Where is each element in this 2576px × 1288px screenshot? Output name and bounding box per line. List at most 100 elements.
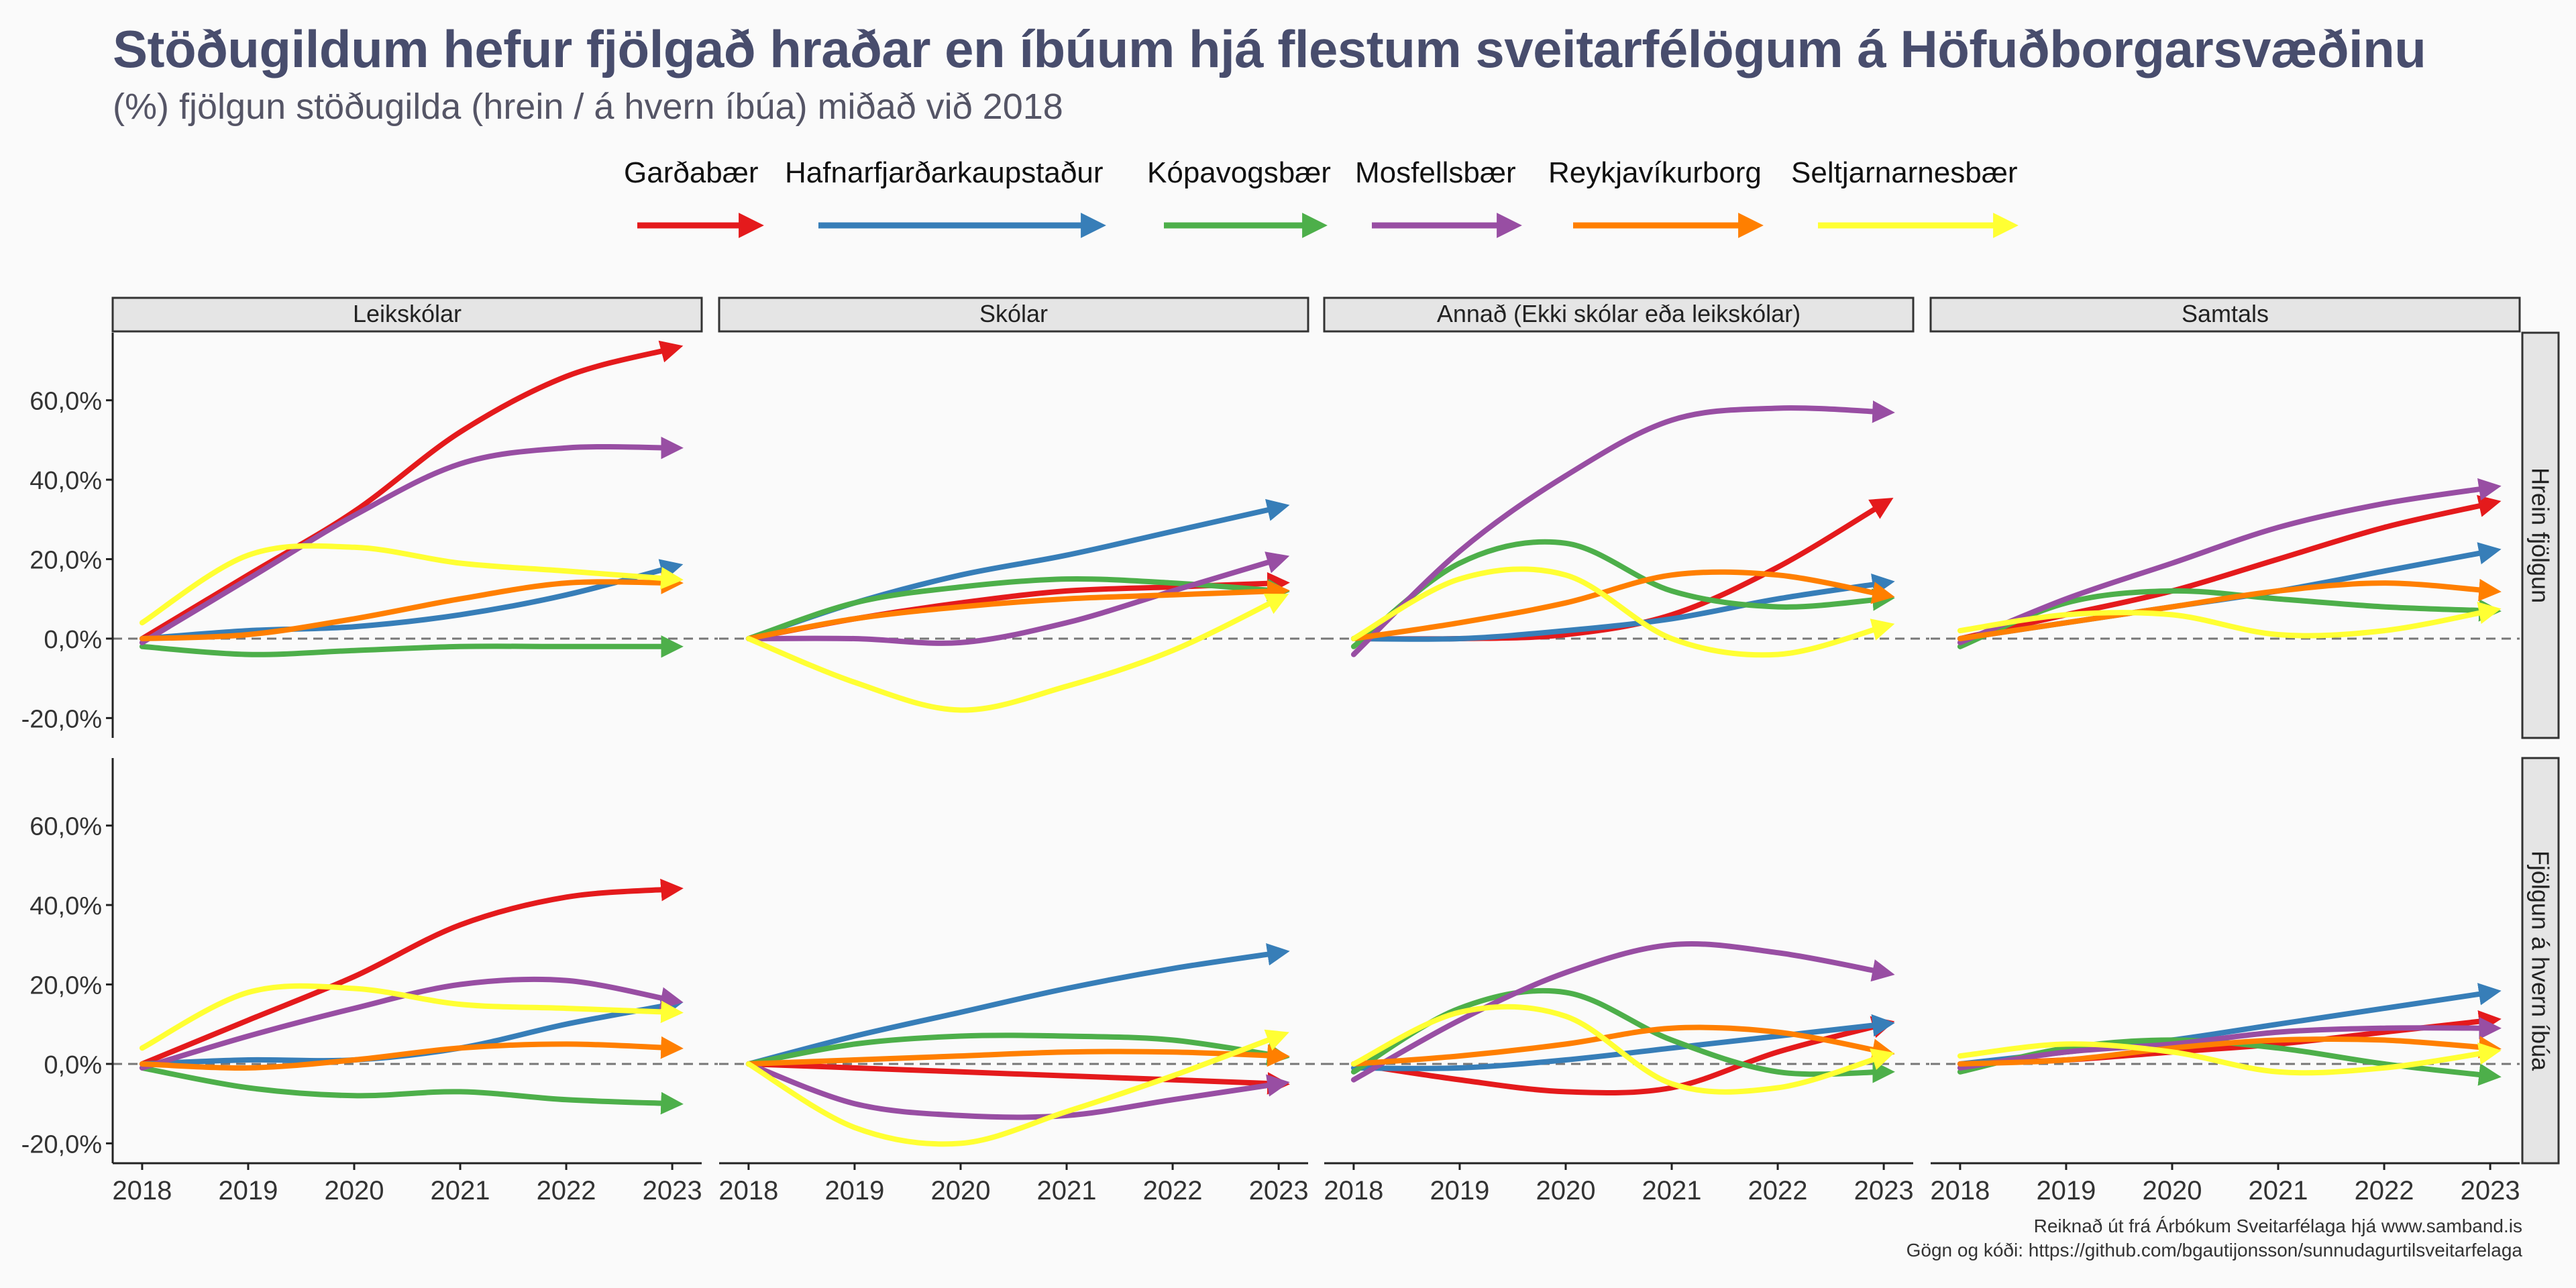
- series-line-hafnarfjardarkaupstadur: [745, 498, 1290, 641]
- series-line-reykjavikurborg: [1350, 569, 1895, 641]
- row-strip-fjolgun-a-hvern-ibua: [2521, 757, 2560, 1165]
- x-tick-label: 2022: [1748, 1176, 1808, 1205]
- x-tick-label: 2018: [718, 1176, 778, 1205]
- x-tick-label: 2019: [2036, 1176, 2096, 1205]
- strip-annad-ekki-skolar-eda-leikskolar: [1323, 297, 1915, 333]
- legend-label-seltjarnarnesbaer: Seltjarnarnesbær: [1791, 156, 2018, 189]
- series-line-hafnarfjardarkaupstadur: [745, 943, 1290, 1067]
- y-tick-label: 20,0%: [30, 547, 102, 575]
- series-line-seltjarnarnesbaer: [1957, 1041, 2502, 1076]
- x-tick-label: 2020: [1536, 1176, 1595, 1205]
- y-tick-label: 40,0%: [30, 892, 102, 920]
- strip-label-samtals: Samtals: [2182, 300, 2269, 327]
- y-tick-label: -20,0%: [21, 1130, 102, 1159]
- series-line-gardabaer: [1350, 1016, 1895, 1096]
- x-tick-label: 2018: [1930, 1176, 1990, 1205]
- strip-leikskolar: [111, 297, 703, 333]
- y-tick-label: -20,0%: [21, 705, 102, 733]
- x-tick-label: 2021: [1037, 1176, 1097, 1205]
- series-line-reykjavikurborg: [139, 1036, 684, 1071]
- series-line-seltjarnarnesbaer: [1957, 602, 2502, 639]
- series-line-reykjavikurborg: [745, 580, 1290, 641]
- legend-label-hafnarfjardarkaupstadur: Hafnarfjarðarkaupstaður: [785, 156, 1103, 189]
- row-strip-label-hrein-fjolgun: Hrein fjölgun: [2527, 468, 2555, 603]
- legend-label-mosfellsbaer: Mosfellsbær: [1355, 156, 1516, 189]
- series-line-kopavogsbaer: [745, 1032, 1290, 1067]
- y-tick-label: 60,0%: [30, 388, 102, 416]
- series-line-mosfellsbaer: [1957, 478, 2502, 645]
- series-line-gardabaer: [139, 878, 684, 1067]
- panel-fjolgun-a-hvern-ibua-samtals: [1931, 983, 2520, 1086]
- series-line-hafnarfjardarkaupstadur: [1350, 573, 1895, 642]
- row-strip-label-fjolgun-a-hvern-ibua: Fjölgun á hvern íbúa: [2527, 851, 2555, 1071]
- facet-strips: Leikskólar Skólar Annað (Ekki skólar eða l…: [111, 297, 2560, 1165]
- x-tick-label: 2020: [324, 1176, 384, 1205]
- series-line-mosfellsbaer: [139, 436, 684, 645]
- series-line-kopavogsbaer: [745, 576, 1290, 641]
- y-tick-label: 40,0%: [30, 467, 102, 495]
- series-line-gardabaer: [1350, 497, 1894, 642]
- panel-fjolgun-a-hvern-ibua-annad-ekki-skolar-eda-leikskolar: [1324, 941, 1929, 1096]
- x-tick-label: 2020: [2142, 1176, 2202, 1205]
- panel-fjolgun-a-hvern-ibua-skolar: [719, 943, 1324, 1147]
- y-tick-label: 60,0%: [30, 813, 102, 841]
- series-line-kopavogsbaer: [139, 1065, 684, 1115]
- x-tick-label: 2019: [218, 1176, 278, 1205]
- series-line-gardabaer: [139, 340, 684, 641]
- panel-hrein-fjolgun-samtals: [1931, 478, 2520, 649]
- x-tick-label: 2020: [930, 1176, 990, 1205]
- strip-label-leikskolar: Leikskólar: [353, 300, 462, 327]
- y-tick-label: 0,0%: [44, 626, 102, 654]
- x-tick-label: 2023: [1249, 1176, 1309, 1205]
- x-tick-label: 2021: [431, 1176, 490, 1205]
- panel-hrein-fjolgun-leikskolar: [113, 340, 718, 658]
- x-tick-label: 2019: [1430, 1176, 1489, 1205]
- x-tick-label: 2018: [112, 1176, 172, 1205]
- x-tick-label: 2023: [2461, 1176, 2520, 1205]
- series-line-kopavogsbaer: [139, 635, 684, 658]
- y-tick-label: 20,0%: [30, 972, 102, 1000]
- chart-title: Stöðugildum hefur fjölgað hraðar en íbúu…: [113, 19, 2426, 78]
- chart-subtitle: (%) fjölgun stöðugilda (hrein / á hvern …: [113, 87, 1063, 127]
- x-tick-label: 2022: [1143, 1176, 1203, 1205]
- series-line-seltjarnarnesbaer: [1350, 566, 1895, 658]
- series-line-hafnarfjardarkaupstadur: [139, 559, 684, 641]
- strip-label-skolar: Skólar: [979, 300, 1048, 327]
- panel-fjolgun-a-hvern-ibua-leikskolar: [113, 878, 718, 1115]
- x-tick-label: 2022: [537, 1176, 596, 1205]
- series-line-reykjavikurborg: [1957, 1036, 2502, 1067]
- panel-hrein-fjolgun-skolar: [719, 498, 1324, 713]
- series-line-seltjarnarnesbaer: [745, 1029, 1289, 1147]
- series-line-mosfellsbaer: [1957, 1016, 2502, 1071]
- series-line-seltjarnarnesbaer: [1350, 1004, 1895, 1095]
- panel-hrein-fjolgun-annad-ekki-skolar-eda-leikskolar: [1324, 400, 1929, 658]
- x-tick-label: 2018: [1324, 1176, 1383, 1205]
- row-strip-hrein-fjolgun: [2521, 331, 2560, 739]
- series-line-reykjavikurborg: [139, 572, 684, 641]
- legend-label-gardabaer: Garðabær: [624, 156, 759, 189]
- series-line-reykjavikurborg: [1957, 578, 2502, 641]
- series-line-mosfellsbaer: [1350, 400, 1895, 657]
- series-line-seltjarnarnesbaer: [139, 983, 684, 1051]
- y-tick-label: 0,0%: [44, 1051, 102, 1079]
- legend-label-reykjavikurborg: Reykjavíkurborg: [1548, 156, 1762, 189]
- x-tick-label: 2019: [824, 1176, 884, 1205]
- series-line-gardabaer: [745, 1061, 1290, 1095]
- series-line-mosfellsbaer: [1350, 941, 1895, 1083]
- axes: -20,0% 0,0% 20,0% 40,0% 60,0% -20,0% 0,0% 20,0%…: [21, 333, 2520, 1205]
- caption-source: Reiknað út frá Árbókum Sveitarfélaga hjá…: [2033, 1216, 2522, 1236]
- legend-label-kopavogsbaer: Kópavogsbær: [1147, 156, 1331, 189]
- facet-panels: [113, 340, 2520, 1147]
- x-tick-label: 2023: [643, 1176, 702, 1205]
- legend: Garðabær Hafnarfjarðarkaupstaður Kópavogsb…: [624, 156, 2019, 238]
- x-tick-label: 2021: [1642, 1176, 1702, 1205]
- strip-label-annad-ekki-skolar-eda-leikskolar: Annað (Ekki skólar eða leikskólar): [1437, 300, 1801, 327]
- x-tick-label: 2022: [2355, 1176, 2414, 1205]
- series-line-kopavogsbaer: [1350, 539, 1895, 649]
- series-line-mosfellsbaer: [745, 1061, 1290, 1120]
- series-line-reykjavikurborg: [745, 1044, 1290, 1067]
- strip-skolar: [718, 297, 1309, 333]
- caption-code: Gögn og kóði: https://github.com/bgautij…: [1906, 1240, 2522, 1260]
- x-tick-label: 2021: [2249, 1176, 2308, 1205]
